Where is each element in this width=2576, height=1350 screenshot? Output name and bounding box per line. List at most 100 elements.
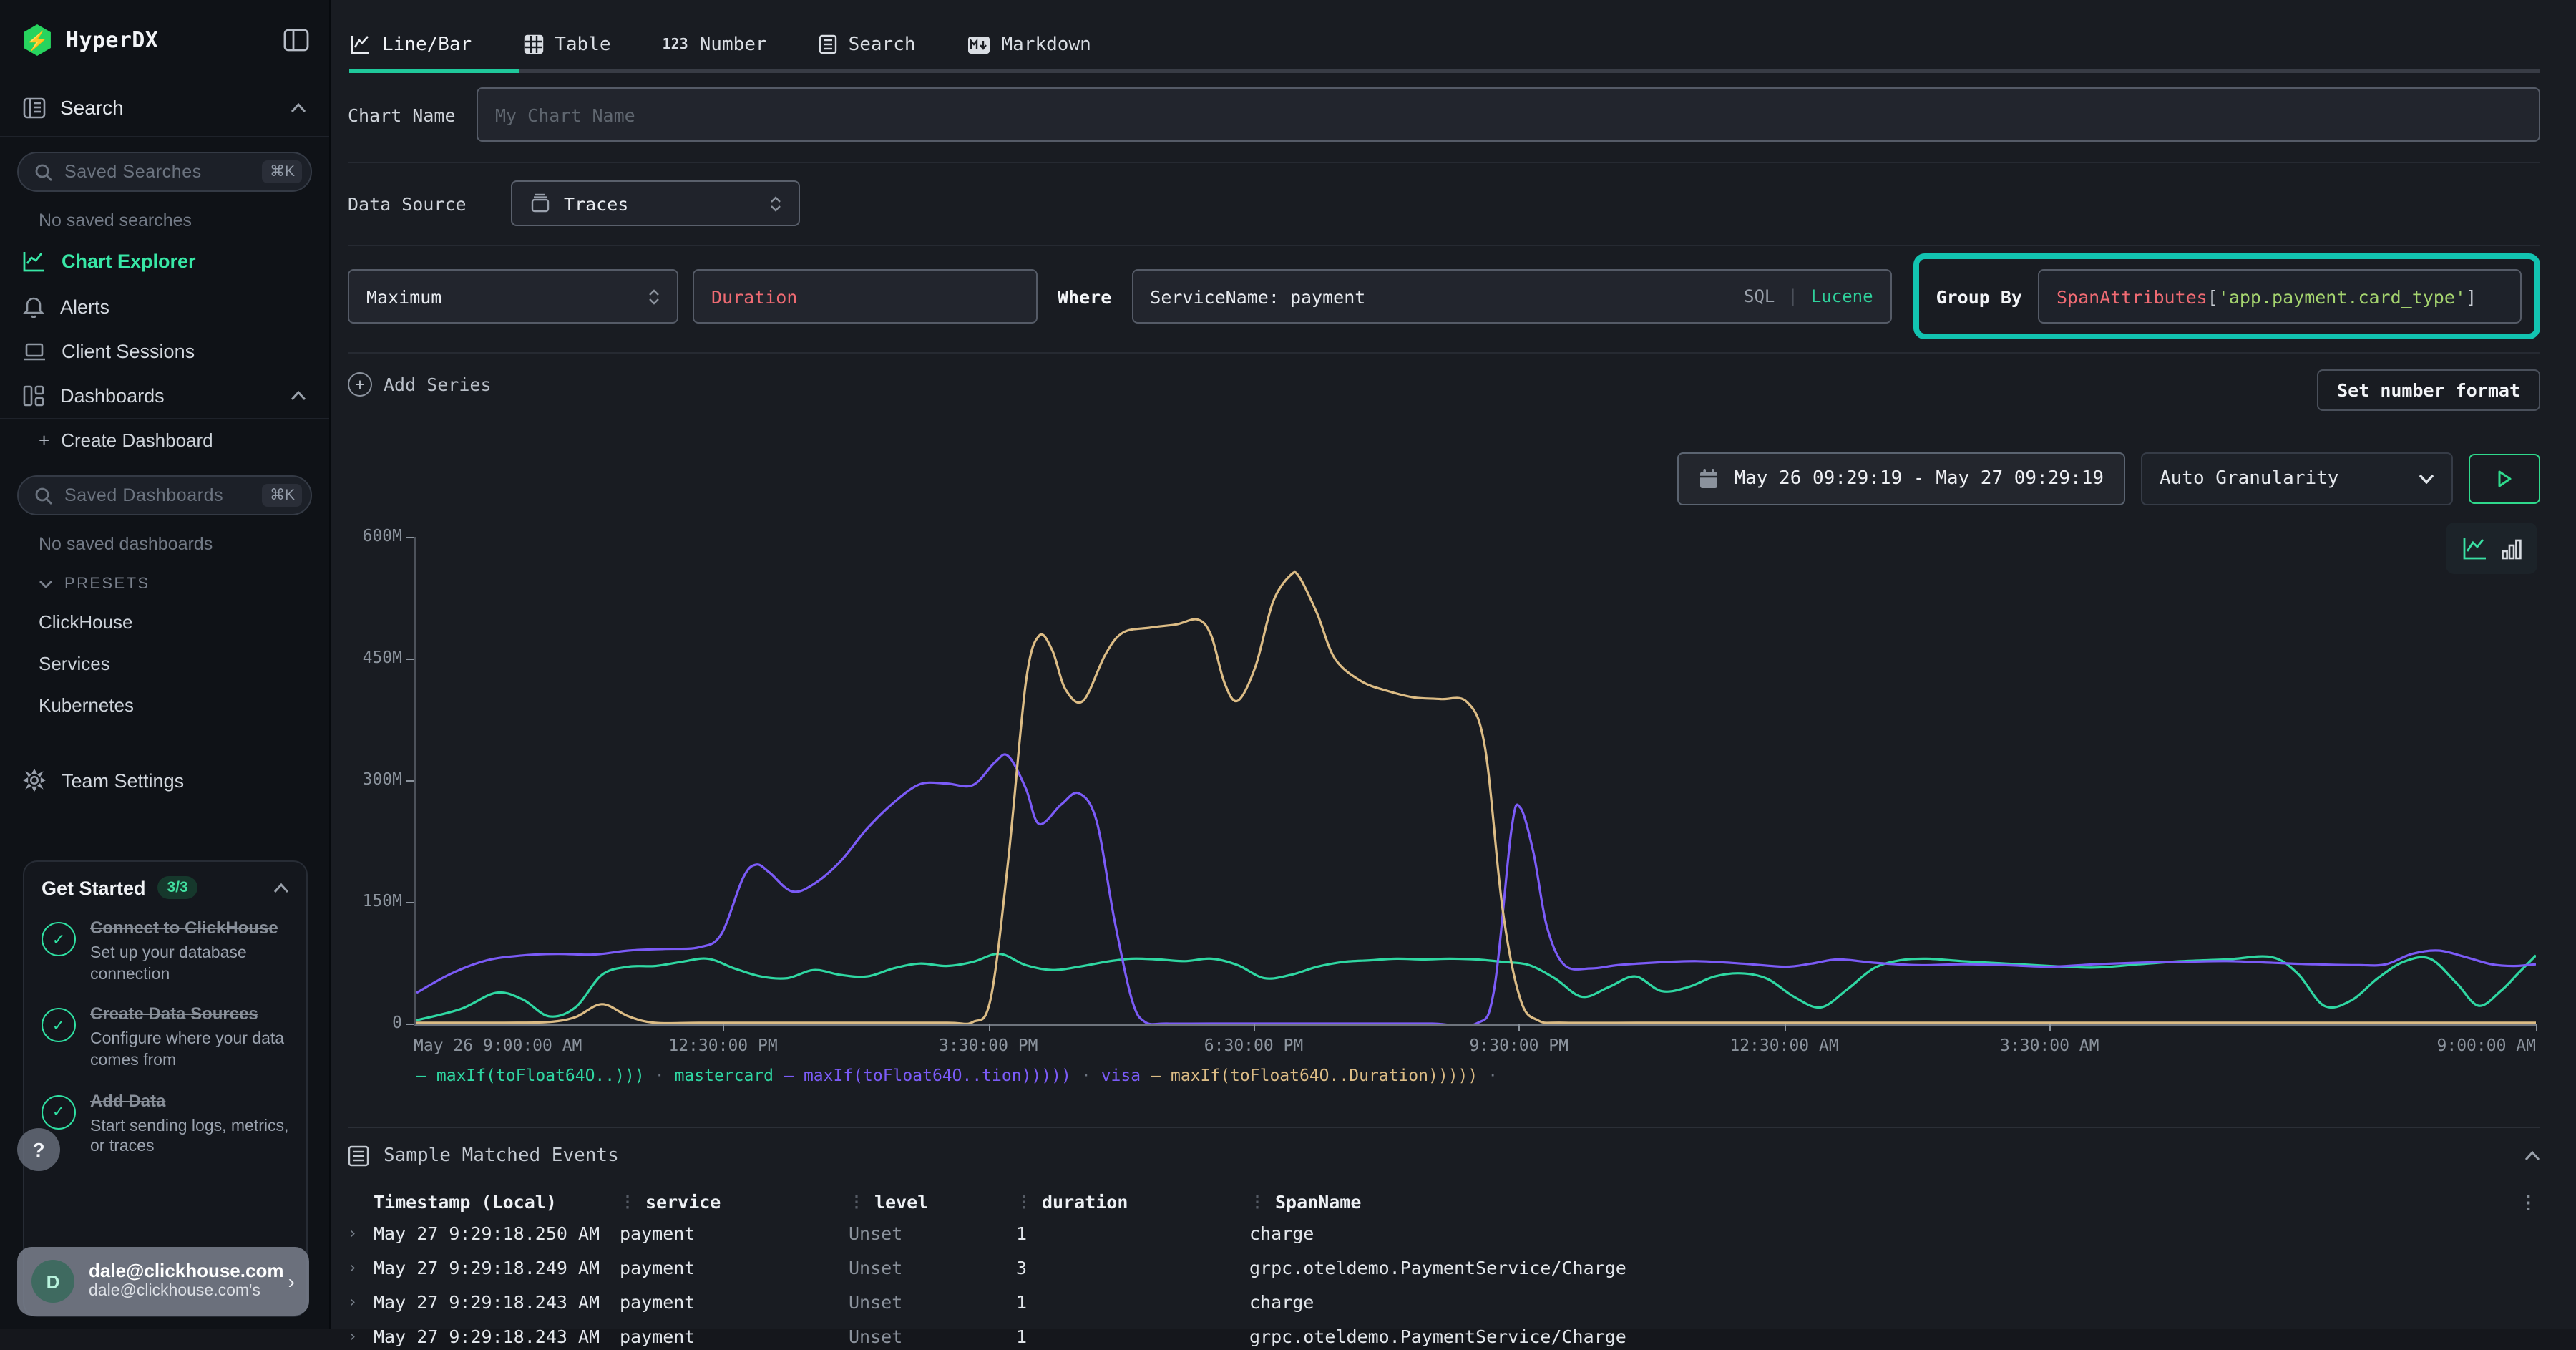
table-row[interactable]: ›May 27 9:29:18.249 AMpaymentUnset3grpc.… [348,1253,2540,1281]
expand-row-icon[interactable]: › [348,1223,374,1242]
calendar-icon [1698,468,1718,490]
create-dashboard-button[interactable]: + Create Dashboard [0,419,329,461]
tab-table[interactable]: Table [523,20,610,69]
search-section-icon [23,97,46,118]
date-range-input[interactable]: May 26 09:29:19 - May 27 09:29:19 [1677,452,2125,505]
legend-item[interactable]: —maxIf(toFloat64O..)))·mastercard [416,1065,774,1085]
tab-line-bar[interactable]: Line/Bar [351,20,472,69]
plus-circle-icon: + [348,372,372,397]
expand-row-icon[interactable]: › [348,1258,374,1276]
chart-style-toggle[interactable] [2446,523,2537,574]
expand-row-icon[interactable]: › [348,1292,374,1311]
add-series-button[interactable]: + Add Series [348,372,492,397]
y-axis-tick [406,1024,414,1025]
expand-row-icon[interactable]: › [348,1326,374,1345]
presets-toggle[interactable]: PRESETS [0,563,329,601]
where-input[interactable]: ServiceName: payment SQL | Lucene [1131,269,1891,324]
team-settings-label: Team Settings [62,769,184,791]
saved-searches-input[interactable]: Saved Searches ⌘K [17,152,312,192]
sidebar-item-dashboards[interactable]: Dashboards [0,374,329,418]
aggregation-select[interactable]: Maximum [348,269,678,324]
cell-duration: 3 [1016,1256,1249,1278]
table-row[interactable]: ›May 27 9:29:18.250 AMpaymentUnset1charg… [348,1218,2540,1247]
group-by-highlight: Group By SpanAttributes['app.payment.car… [1913,253,2540,339]
tab-markdown[interactable]: Markdown [967,20,1091,69]
cell-spanname: charge [1249,1222,2540,1243]
data-source-select[interactable]: Traces [511,180,800,226]
search-icon [34,486,53,505]
sidebar-item-clickhouse[interactable]: ClickHouse [0,601,329,643]
sql-mode-button[interactable]: SQL [1744,286,1775,306]
chart-name-input[interactable]: My Chart Name [477,87,2540,142]
granularity-select[interactable]: Auto Granularity [2141,452,2453,505]
legend-expression: maxIf(toFloat64O..tion))))) [804,1065,1071,1085]
sample-matched-events-section: Sample Matched Events Timestamp (Local) … [348,1127,2540,1350]
sidebar-item-team-settings[interactable]: Team Settings [0,757,329,803]
cell-level: Unset [849,1222,1016,1243]
events-table: Timestamp (Local) ⋮ service ⋮ level ⋮ durat… [348,1191,2540,1350]
legend-item[interactable]: —maxIf(toFloat64O..tion)))))·visa [784,1065,1141,1085]
group-by-input[interactable]: SpanAttributes['app.payment.card_type'] [2038,269,2522,324]
col-service[interactable]: service [645,1191,721,1213]
user-org: dale@clickhouse.com's [89,1283,274,1303]
y-axis-label: 300M [348,769,402,789]
column-resize-handle[interactable]: ⋮ [1249,1193,1264,1211]
series-line-unset [416,572,2536,1024]
cell-timestamp: May 27 9:29:18.249 AM [374,1256,620,1278]
sidebar-section-search[interactable]: Search [0,76,329,136]
legend-expression: maxIf(toFloat64O..))) [436,1065,645,1085]
table-row[interactable]: ›May 27 9:29:18.243 AMpaymentUnset1charg… [348,1287,2540,1316]
chart-plot-area[interactable] [414,537,2536,1026]
x-axis-tick [1519,1024,1521,1031]
saved-dashboards-input[interactable]: Saved Dashboards ⌘K [17,475,312,515]
run-query-button[interactable] [2469,454,2540,504]
chevron-up-icon[interactable] [273,883,289,893]
cell-duration: 1 [1016,1222,1249,1243]
lucene-mode-button[interactable]: Lucene [1811,286,1873,306]
col-level[interactable]: level [874,1191,928,1213]
legend-swatch: — [416,1065,426,1085]
create-dashboard-label: Create Dashboard [61,429,213,451]
get-started-item[interactable]: ✓ Add Data Start sending logs, metrics, … [42,1091,289,1159]
get-started-item[interactable]: ✓ Connect to ClickHouse Set up your data… [42,918,289,986]
search-doc-icon [819,34,837,54]
get-started-item[interactable]: ✓ Create Data Sources Configure where yo… [42,1004,289,1072]
dashboards-icon [23,385,44,407]
tab-number[interactable]: 123 Number [663,20,767,69]
aggregation-value: Maximum [366,286,441,307]
plus-icon: + [39,429,49,451]
check-circle-icon: ✓ [42,922,76,956]
series-line-visa [416,754,2536,1024]
legend-item[interactable]: —maxIf(toFloat64O..Duration)))))· [1151,1065,1498,1085]
column-resize-handle[interactable]: ⋮ [849,1193,863,1211]
column-resize-handle[interactable]: ⋮ [1016,1193,1030,1211]
tab-search[interactable]: Search [819,20,916,69]
group-by-label: Group By [1936,286,2022,307]
sidebar-item-services[interactable]: Services [0,643,329,684]
chevron-up-icon[interactable] [291,391,306,401]
sidebar-item-client-sessions[interactable]: Client Sessions [0,329,329,374]
column-resize-handle[interactable]: ⋮ [620,1193,634,1211]
help-button[interactable]: ? [17,1128,60,1171]
legend-separator: · [1488,1065,1498,1085]
col-spanname[interactable]: SpanName [1275,1191,1361,1213]
sidebar-item-chart-explorer[interactable]: Chart Explorer [0,239,329,283]
collapse-sidebar-icon[interactable] [283,29,309,52]
group-by-function: SpanAttributes [2057,286,2207,307]
chart-name-label: Chart Name [348,104,459,125]
table-options-icon[interactable]: ⋮ [2519,1191,2537,1213]
chart-legend: —maxIf(toFloat64O..)))·mastercard—maxIf(… [416,1065,2540,1085]
chevron-down-icon [39,580,53,588]
col-timestamp[interactable]: Timestamp (Local) [374,1191,620,1213]
collapse-section-icon[interactable] [2524,1151,2540,1161]
sidebar-item-kubernetes[interactable]: Kubernetes [0,684,329,726]
table-row[interactable]: ›May 27 9:29:18.243 AMpaymentUnset1grpc.… [348,1321,2540,1350]
sidebar-item-alerts[interactable]: Alerts [0,283,329,329]
chevron-up-icon[interactable] [291,102,306,112]
add-series-label: Add Series [384,374,492,395]
chart-explorer-label: Chart Explorer [62,251,196,272]
col-duration[interactable]: duration [1042,1191,1128,1213]
user-menu[interactable]: D dale@clickhouse.com dale@clickhouse.co… [17,1247,309,1316]
field-input[interactable]: Duration [693,269,1038,324]
set-number-format-button[interactable]: Set number format [2317,369,2540,411]
